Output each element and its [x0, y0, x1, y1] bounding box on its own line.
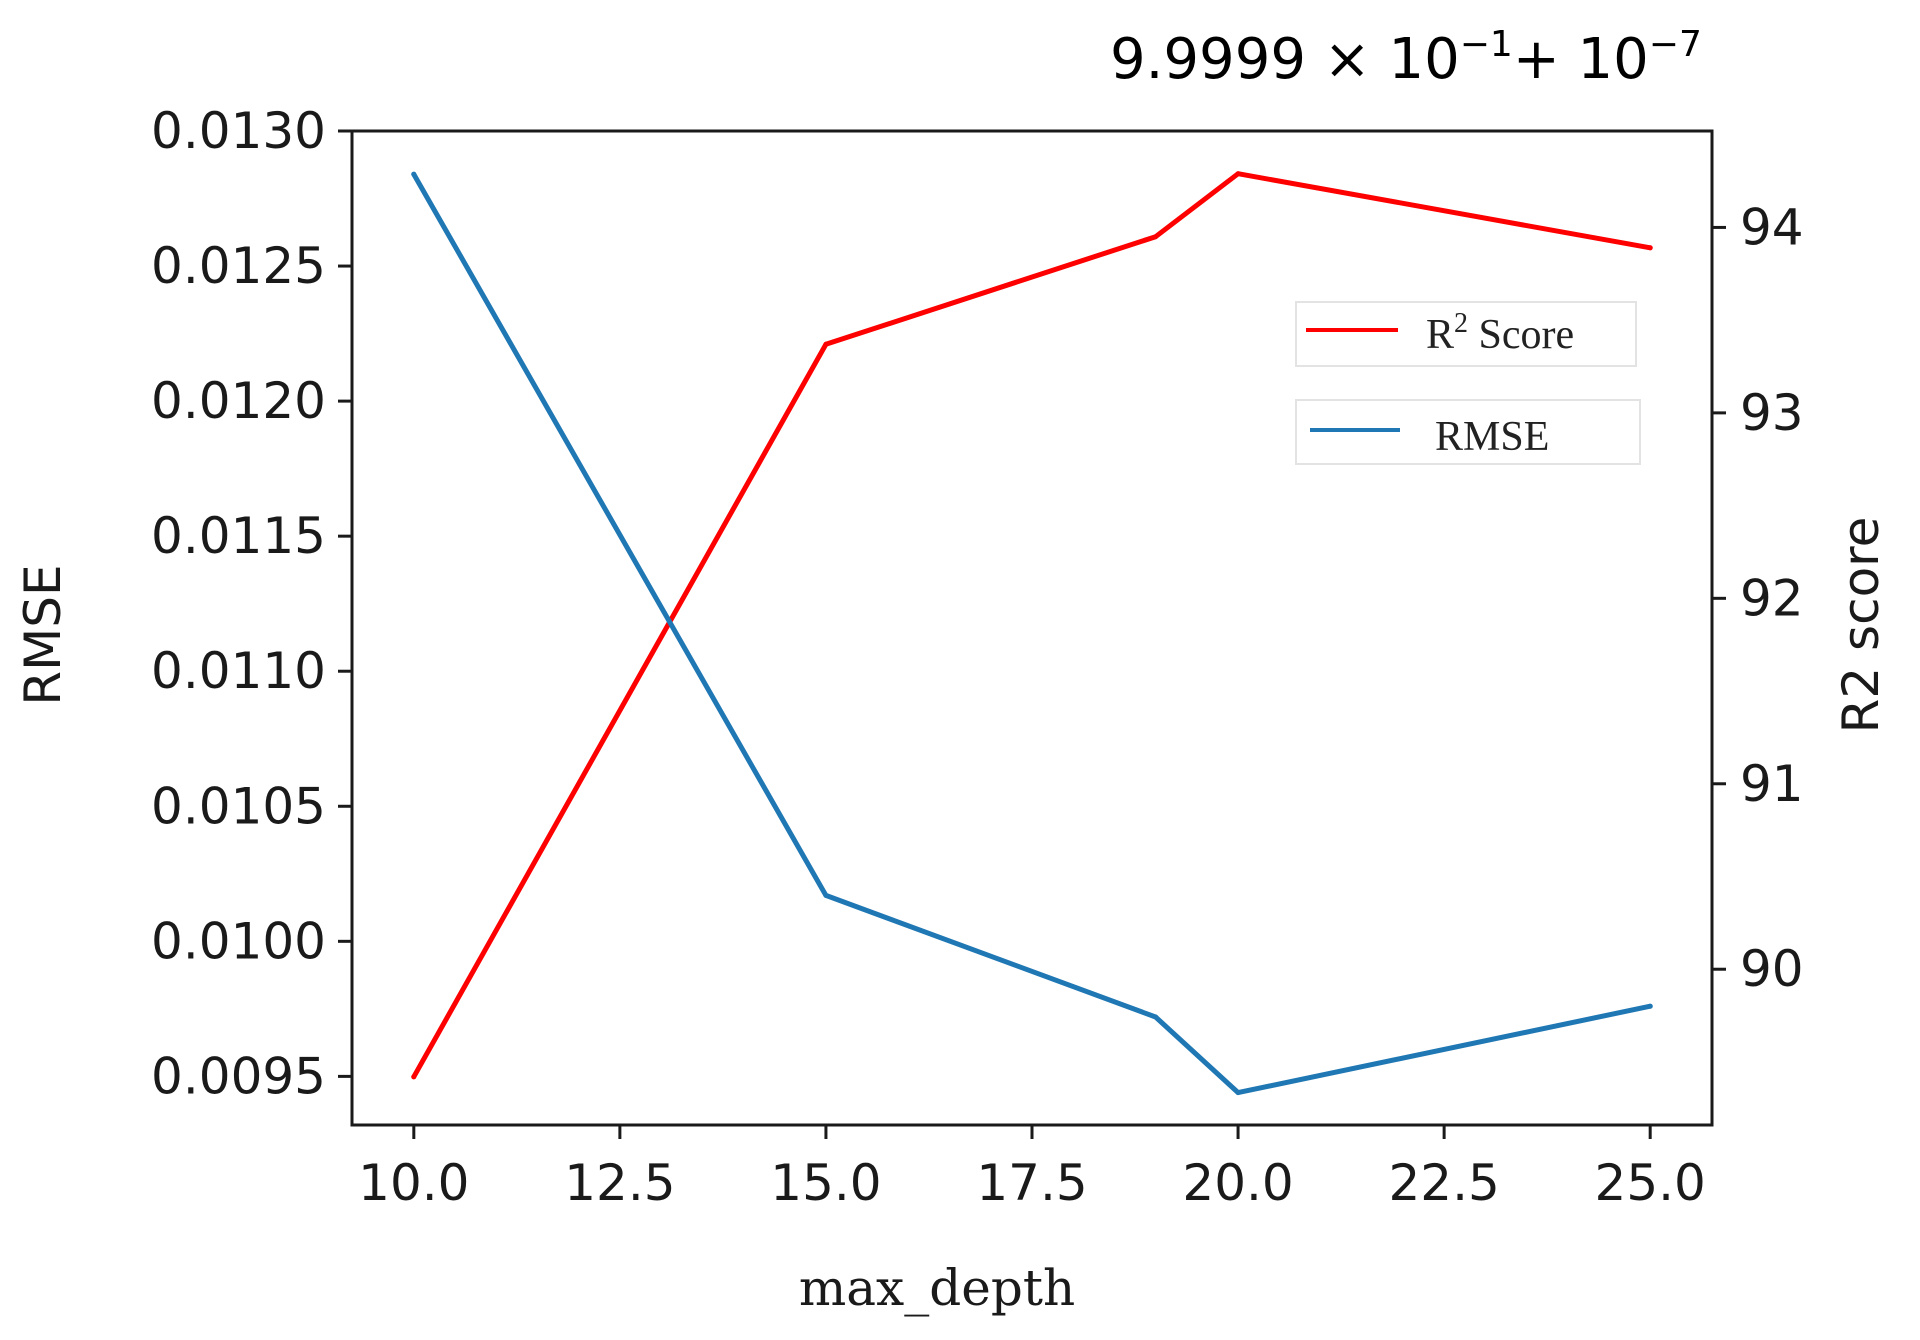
series-layer — [411, 171, 1653, 1096]
data-point-r2-score — [1153, 234, 1159, 240]
data-point-rmse — [1235, 1090, 1241, 1096]
offset-mantissa: 9.9999 × 10 — [1110, 27, 1460, 92]
data-point-r2-score — [411, 1074, 417, 1080]
x-tick-label: 20.0 — [1182, 1154, 1293, 1212]
ticks-layer: 10.0 12.5 15.0 17.5 20.0 22.5 25.0 0.0095 0.0100… — [151, 102, 1804, 1212]
offset-plus: + 10 — [1513, 27, 1649, 92]
x-tick-label: 10.0 — [358, 1154, 469, 1212]
legend: R2 Score RMSE — [1295, 301, 1641, 465]
left-tick-label: 0.0105 — [151, 777, 326, 835]
left-tick-label: 0.0115 — [151, 507, 326, 565]
x-axis-label: max_depth — [799, 1259, 1075, 1317]
data-point-r2-score — [1647, 245, 1653, 251]
offset-exponent-2: −7 — [1649, 24, 1702, 65]
data-point-rmse — [1647, 1003, 1653, 1009]
legend-entry-r2: R2 Score — [1295, 301, 1637, 367]
offset-text: 9.9999 × 10−1+ 10−7 — [1110, 24, 1702, 92]
x-tick-label: 15.0 — [770, 1154, 881, 1212]
data-point-rmse — [411, 171, 417, 177]
data-point-r2-score — [823, 341, 829, 347]
legend-label-rmse: RMSE — [1435, 414, 1549, 460]
right-y-axis-label: R2 score — [1832, 517, 1890, 734]
left-tick-label: 0.0125 — [151, 237, 326, 295]
left-y-axis-label: RMSE — [14, 564, 72, 705]
x-tick-label: 25.0 — [1595, 1154, 1706, 1212]
offset-exponent-1: −1 — [1460, 24, 1513, 65]
left-tick-label: 0.0130 — [151, 102, 326, 160]
data-point-rmse — [1153, 1014, 1159, 1020]
left-tick-label: 0.0100 — [151, 912, 326, 970]
data-point-r2-score — [1235, 171, 1241, 177]
x-tick-label: 22.5 — [1388, 1154, 1499, 1212]
plot-frame — [350, 129, 1714, 1127]
legend-box-rmse — [1295, 399, 1641, 465]
x-tick-label: 12.5 — [564, 1154, 675, 1212]
right-tick-label: 93 — [1740, 384, 1804, 442]
legend-box-r2 — [1295, 301, 1637, 367]
data-point-rmse — [823, 892, 829, 898]
left-tick-label: 0.0110 — [151, 642, 326, 700]
x-tick-label: 17.5 — [976, 1154, 1087, 1212]
left-tick-label: 0.0120 — [151, 372, 326, 430]
legend-entry-rmse: RMSE — [1295, 399, 1641, 465]
right-tick-label: 92 — [1740, 569, 1804, 627]
right-tick-label: 94 — [1740, 198, 1804, 256]
right-tick-label: 91 — [1740, 755, 1804, 813]
left-tick-label: 0.0095 — [151, 1047, 326, 1105]
right-tick-label: 90 — [1740, 940, 1804, 998]
legend-label-r2: R2 Score — [1426, 308, 1574, 358]
